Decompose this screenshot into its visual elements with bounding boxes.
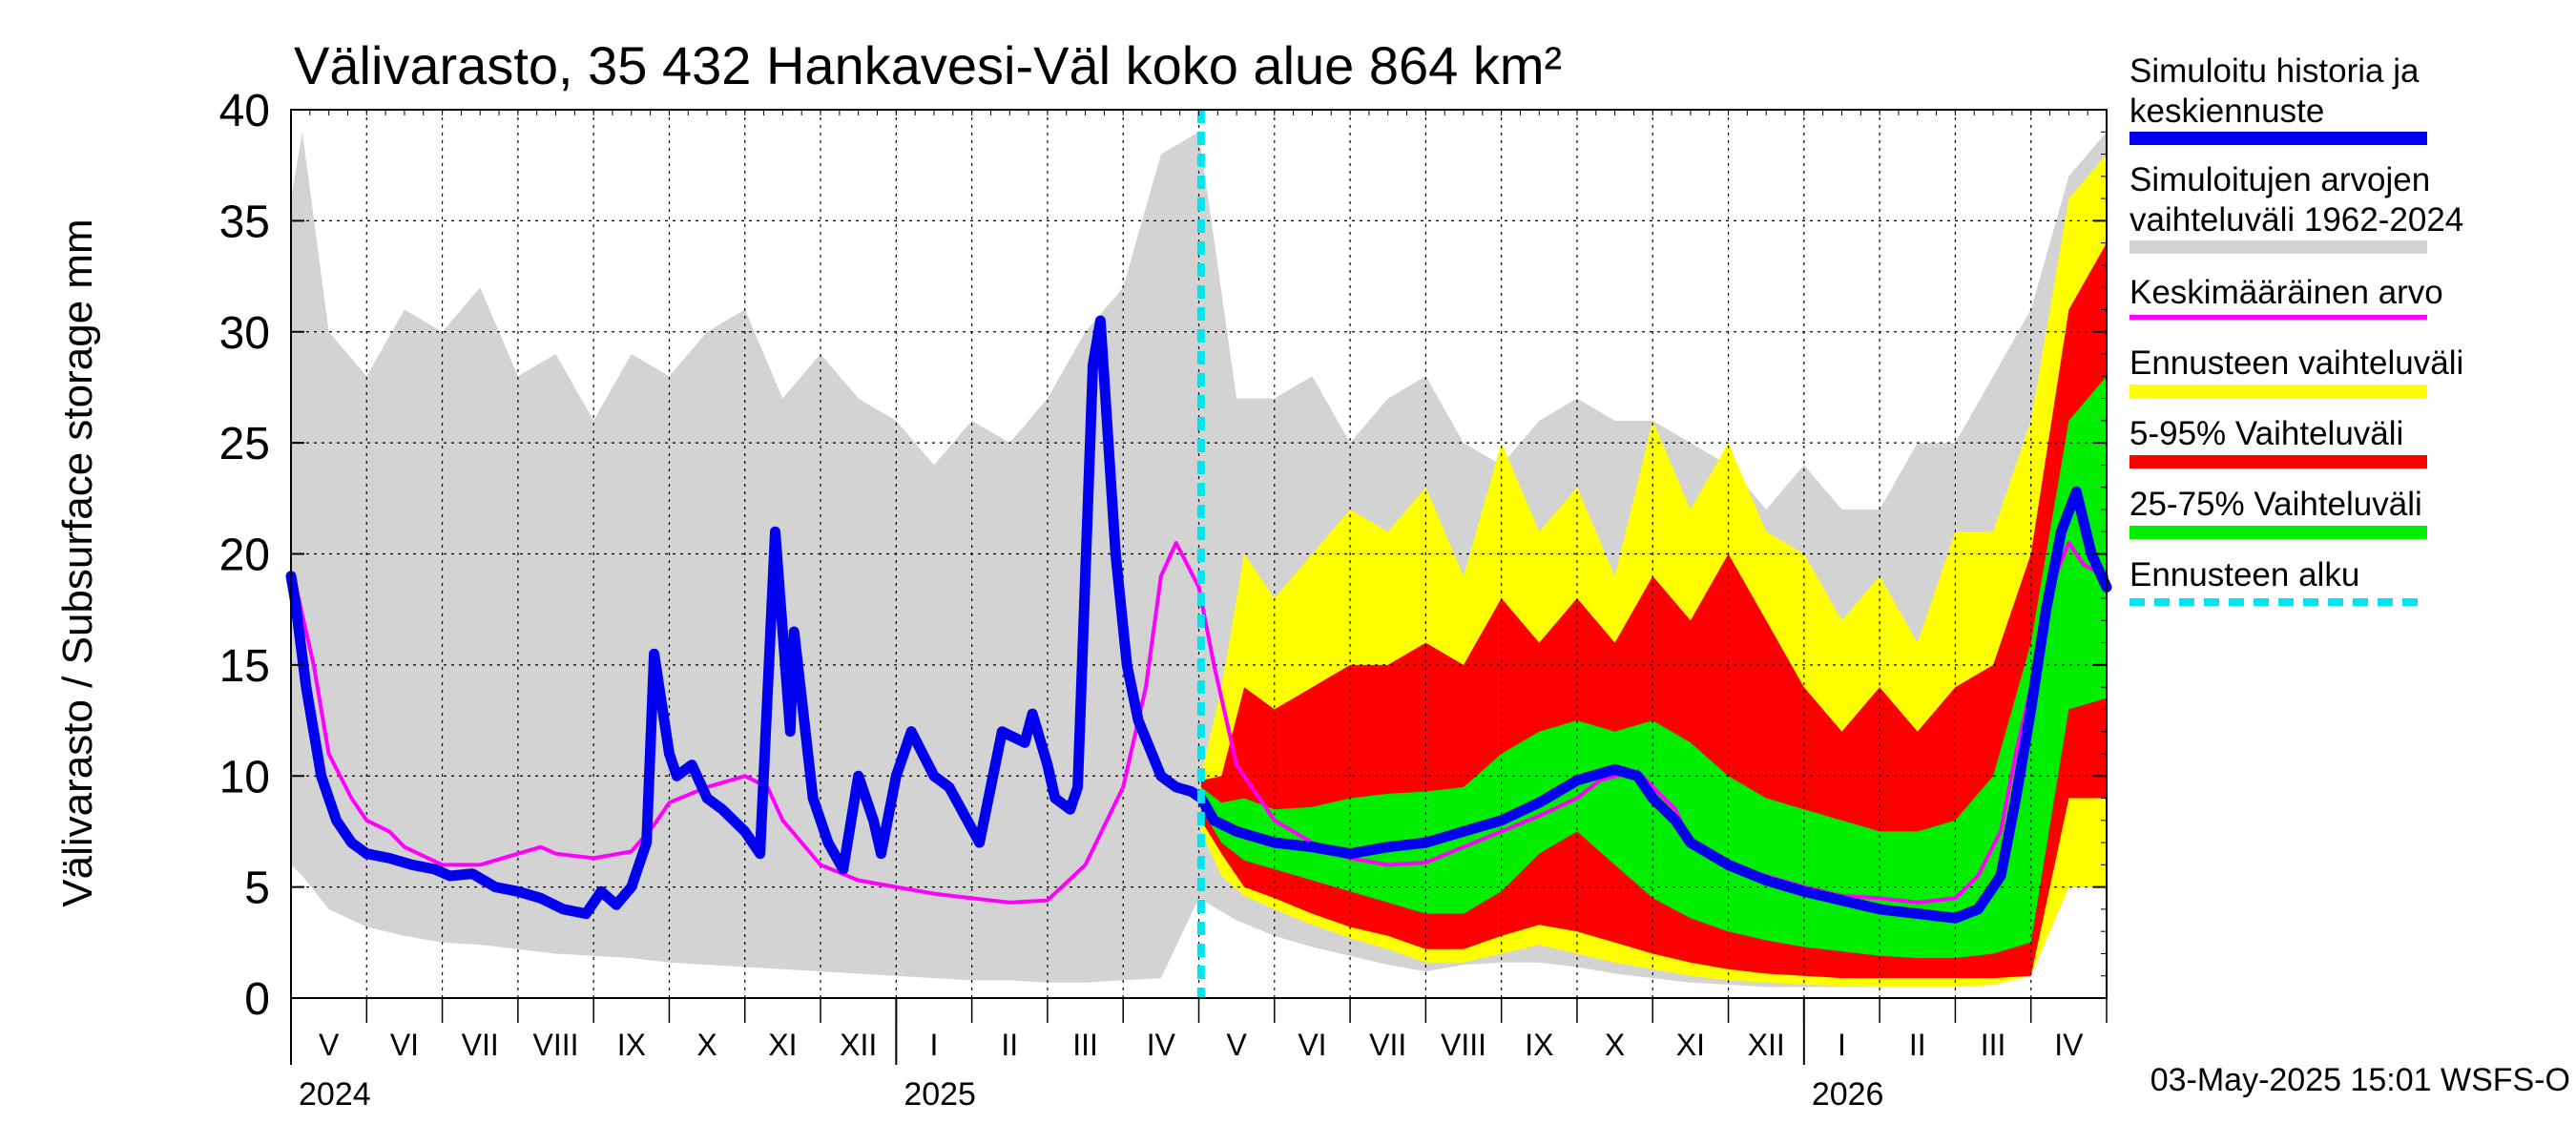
y-tick-label: 20 xyxy=(219,531,270,581)
month-label: IV xyxy=(1147,1028,1176,1062)
month-label: IX xyxy=(617,1028,646,1062)
y-tick-label: 5 xyxy=(244,864,270,914)
legend-p25-75-label: 25-75% Vaihteluväli xyxy=(2129,486,2422,523)
month-label: V xyxy=(1226,1028,1247,1062)
series-lines xyxy=(285,110,2112,998)
legend-mean-swatch xyxy=(2129,315,2427,320)
y-tick-label: 40 xyxy=(219,86,270,136)
y-tick-label: 0 xyxy=(244,974,270,1025)
year-label: 2024 xyxy=(299,1076,371,1113)
month-label: X xyxy=(696,1028,717,1062)
legend-range-swatch xyxy=(2129,240,2427,254)
y-tick-label: 25 xyxy=(219,419,270,469)
year-label: 2026 xyxy=(1812,1076,1884,1113)
legend-history-swatch xyxy=(2129,132,2427,145)
month-label: VII xyxy=(462,1028,499,1062)
y-tick-label: 15 xyxy=(219,641,270,692)
month-label: XII xyxy=(1748,1028,1785,1062)
month-label: III xyxy=(1981,1028,2006,1062)
legend: Simuloitu historia ja keskiennuste Simul… xyxy=(2129,52,2463,606)
legend-p5-95-swatch xyxy=(2129,455,2427,468)
legend-range-label-1: Simuloitujen arvojen xyxy=(2129,161,2430,198)
month-label: VI xyxy=(390,1028,419,1062)
history-line xyxy=(285,315,2112,924)
legend-history-label-2: keskiennuste xyxy=(2129,93,2324,130)
legend-range-label-2: vaihteluväli 1962-2024 xyxy=(2129,201,2463,239)
axes xyxy=(290,109,2108,1065)
mean-line xyxy=(289,540,2109,905)
y-tick-label: 35 xyxy=(219,197,270,247)
chart-title: Välivarasto, 35 432 Hankavesi-Väl koko a… xyxy=(294,35,1562,95)
month-label: VIII xyxy=(533,1028,579,1062)
legend-fc-range-swatch xyxy=(2129,385,2427,398)
month-label: XII xyxy=(840,1028,877,1062)
month-label: IV xyxy=(2054,1028,2084,1062)
legend-p5-95-label: 5-95% Vaihteluväli xyxy=(2129,415,2403,452)
y-tick-label: 30 xyxy=(219,308,270,359)
footer-timestamp: 03-May-2025 15:01 WSFS-O xyxy=(2150,1062,2570,1098)
gridlines xyxy=(290,110,2108,998)
month-label: IX xyxy=(1525,1028,1553,1062)
month-label: I xyxy=(930,1028,939,1062)
p25-75-area xyxy=(1200,376,2107,959)
month-label: I xyxy=(1838,1028,1846,1062)
month-label: II xyxy=(1001,1028,1018,1062)
legend-p25-75-swatch xyxy=(2129,526,2427,539)
month-label: XI xyxy=(1676,1028,1705,1062)
month-label: VI xyxy=(1298,1028,1326,1062)
month-label: V xyxy=(319,1028,340,1062)
legend-fc-start-label: Ennusteen alku xyxy=(2129,556,2359,593)
month-label: XI xyxy=(768,1028,797,1062)
month-label: X xyxy=(1605,1028,1625,1062)
year-label: 2025 xyxy=(904,1076,976,1113)
y-axis-label: Välivarasto / Subsurface storage mm xyxy=(54,219,101,906)
legend-history-label-1: Simuloitu historia ja xyxy=(2129,52,2420,90)
legend-fc-range-label: Ennusteen vaihteluväli xyxy=(2129,344,2463,382)
legend-mean-label: Keskimääräinen arvo xyxy=(2129,274,2443,311)
month-label: VII xyxy=(1369,1028,1406,1062)
y-tick-label: 10 xyxy=(219,752,270,802)
month-label: II xyxy=(1909,1028,1926,1062)
month-label: VIII xyxy=(1441,1028,1486,1062)
month-label: III xyxy=(1072,1028,1098,1062)
